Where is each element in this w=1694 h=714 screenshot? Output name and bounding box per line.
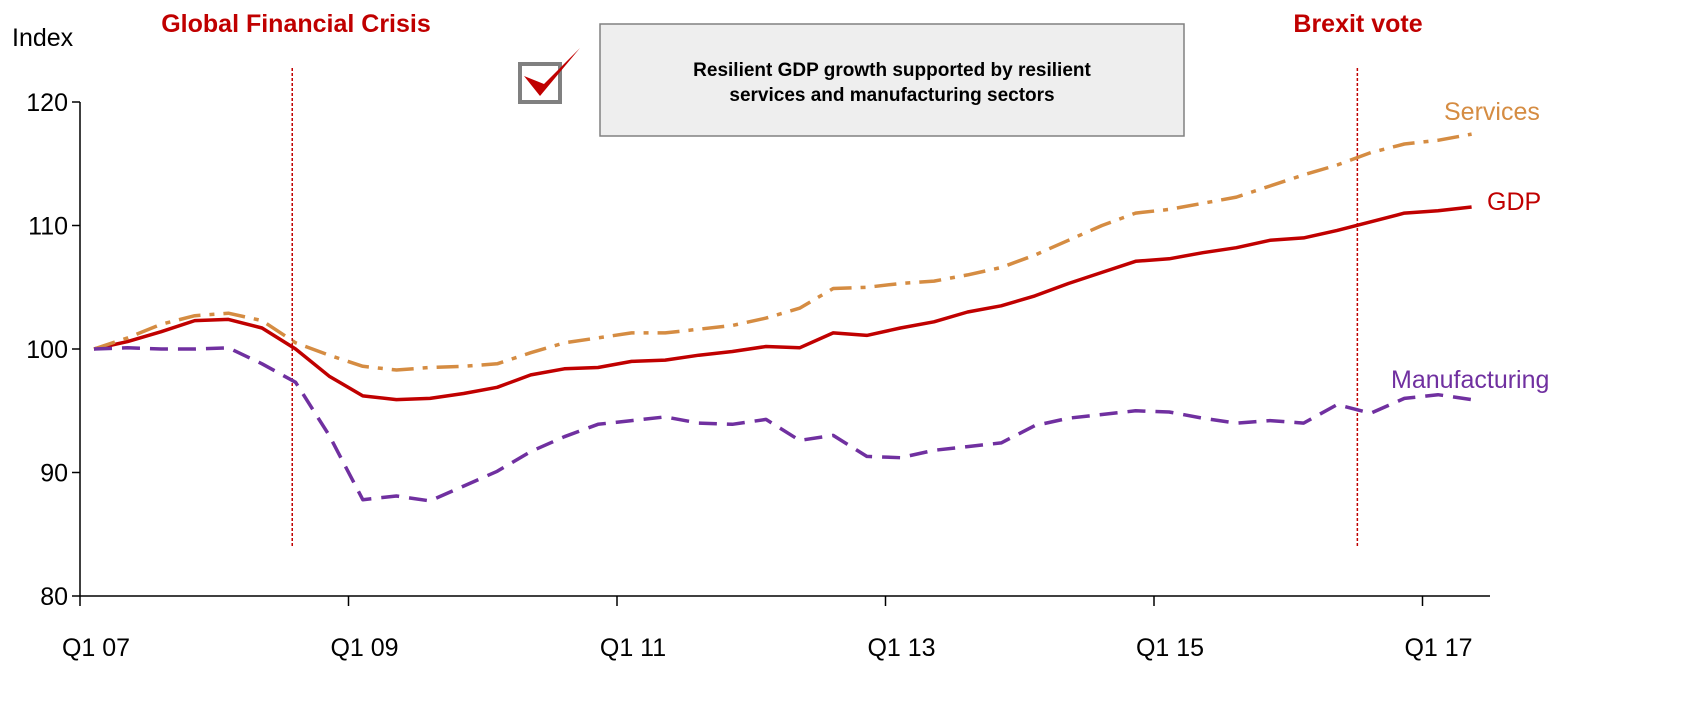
- x-tick-label: Q1 11: [600, 634, 666, 662]
- y-ticks: 80 90 100 110 120: [26, 89, 80, 611]
- series-labels: GDP Services Manufacturing: [1391, 98, 1549, 394]
- event-label: Brexit vote: [1293, 10, 1422, 38]
- callout-text-line2: services and manufacturing sectors: [729, 85, 1054, 106]
- x-tick-label: Q1 15: [1136, 634, 1204, 662]
- y-tick-label: 110: [28, 213, 68, 241]
- x-tick-label: Q1 07: [62, 634, 130, 662]
- checkbox-check-icon: [518, 48, 580, 104]
- y-axis-label: Index: [12, 24, 74, 52]
- x-ticks: Q1 07 Q1 09 Q1 11 Q1 13 Q1 15 Q1 17: [62, 596, 1473, 662]
- y-tick-label: 80: [40, 583, 68, 611]
- y-tick-label: 90: [40, 460, 68, 488]
- callout-text-line1: Resilient GDP growth supported by resili…: [693, 60, 1091, 81]
- x-tick-label: Q1 13: [867, 634, 935, 662]
- y-tick-label: 100: [26, 336, 68, 364]
- callout: Resilient GDP growth supported by resili…: [599, 23, 1185, 137]
- series-line-manufacturing: [93, 346, 1472, 503]
- series-label-manufacturing: Manufacturing: [1391, 366, 1549, 394]
- event-markers: Global Financial Crisis Brexit vote: [161, 10, 1423, 548]
- series-line-gdp: [93, 205, 1472, 402]
- callout-box: [599, 23, 1185, 137]
- x-tick-label: Q1 17: [1404, 634, 1472, 662]
- series-line-services: [93, 132, 1472, 372]
- series-lines: [93, 132, 1472, 503]
- series-label-gdp: GDP: [1487, 188, 1541, 216]
- series-label-services: Services: [1444, 98, 1540, 126]
- event-label: Global Financial Crisis: [161, 10, 431, 38]
- x-tick-label: Q1 09: [330, 634, 398, 662]
- y-tick-label: 120: [26, 89, 68, 117]
